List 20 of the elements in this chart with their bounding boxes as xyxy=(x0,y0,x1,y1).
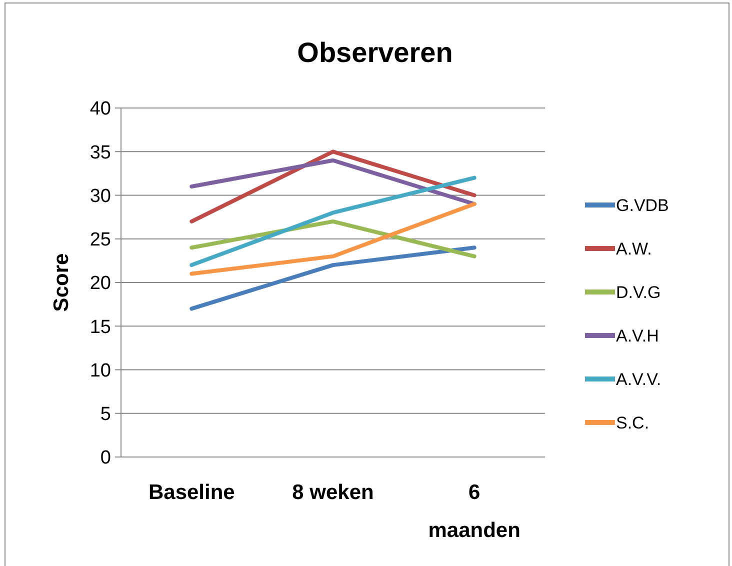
chart-title: Observeren xyxy=(297,37,453,68)
x-tick-label: 8 weken xyxy=(292,481,374,504)
legend-label: A.V.H xyxy=(616,326,659,346)
legend-label: A.W. xyxy=(616,239,652,258)
legend-label: G.VDB xyxy=(616,196,669,215)
y-tick-label: 35 xyxy=(90,142,111,164)
y-tick-label: 25 xyxy=(90,230,111,251)
legend-label: A.V.V. xyxy=(616,370,662,389)
x-tick-label: Baseline xyxy=(148,481,235,504)
y-tick-label: 40 xyxy=(90,98,111,120)
y-tick-label: 10 xyxy=(90,360,111,382)
x-tick-label: 6 maanden xyxy=(428,481,520,542)
y-tick-label: 20 xyxy=(90,273,111,294)
y-tick-label: 5 xyxy=(100,404,111,426)
y-tick-label: 0 xyxy=(100,448,111,469)
y-tick-label: 15 xyxy=(90,316,111,338)
legend-label: D.V.G xyxy=(616,282,661,302)
y-tick-label: 30 xyxy=(90,186,111,207)
legend-label: S.C. xyxy=(616,413,650,432)
y-axis-title: Score xyxy=(50,253,73,312)
